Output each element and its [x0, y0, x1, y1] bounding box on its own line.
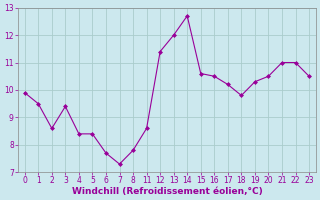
X-axis label: Windchill (Refroidissement éolien,°C): Windchill (Refroidissement éolien,°C) [72, 187, 262, 196]
